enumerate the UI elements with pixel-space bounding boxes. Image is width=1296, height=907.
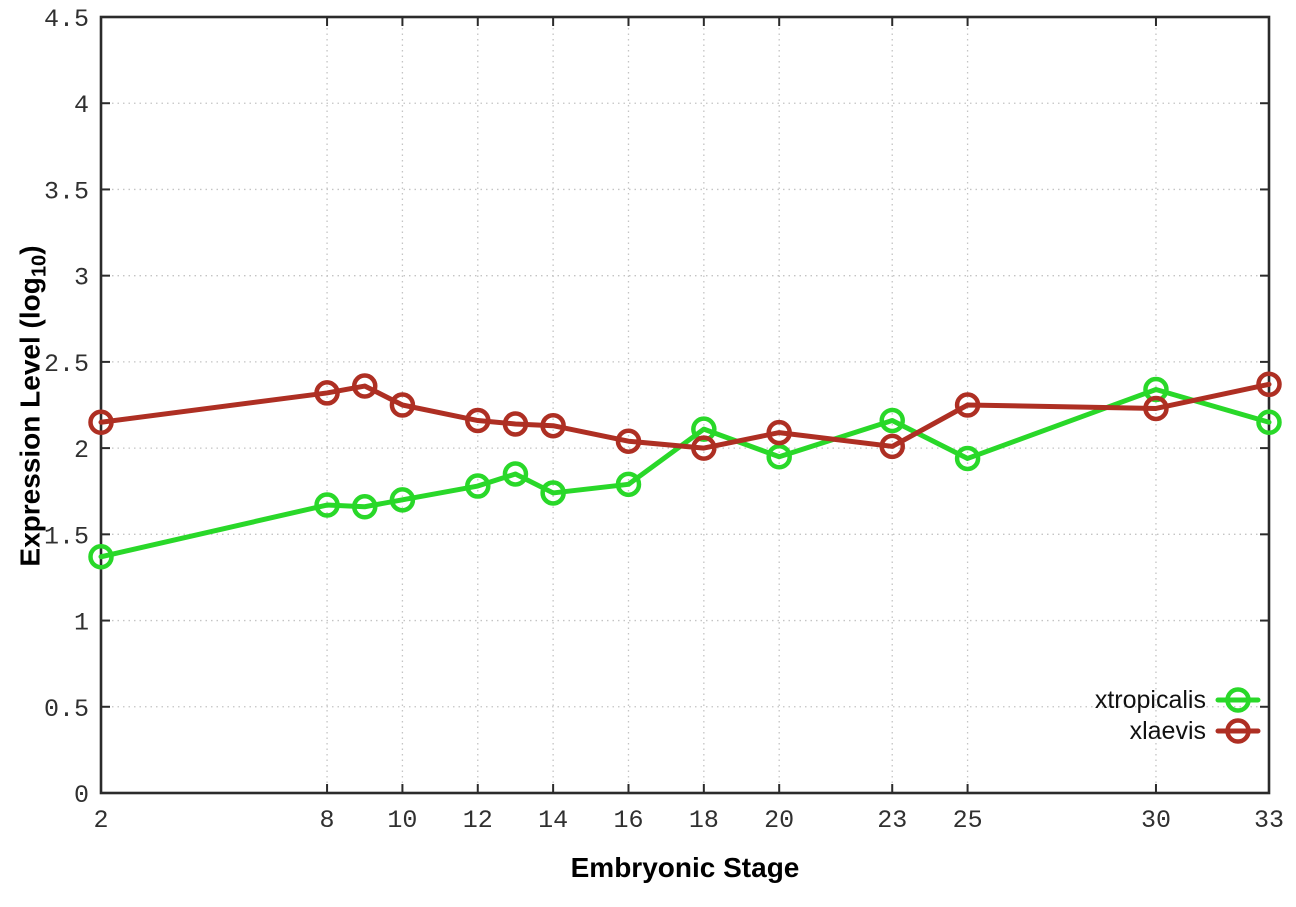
x-tick-label: 30 — [1141, 806, 1171, 835]
x-tick-label: 14 — [538, 806, 568, 835]
x-tick-label: 25 — [953, 806, 983, 835]
legend-label-xlaevis: xlaevis — [1130, 717, 1206, 745]
x-tick-label: 18 — [689, 806, 719, 835]
x-tick-label: 2 — [93, 806, 108, 835]
x-tick-label: 23 — [877, 806, 907, 835]
plot-border — [99, 15, 1271, 795]
y-tick-label: 4 — [74, 91, 89, 120]
x-axis-ticks — [100, 17, 1270, 793]
y-tick-label: 0 — [74, 781, 89, 810]
y-tick-label: 3.5 — [44, 177, 89, 206]
y-axis-title-subscript: 10 — [28, 254, 51, 278]
y-tick-label: 3 — [74, 264, 89, 293]
x-tick-label: 10 — [387, 806, 417, 835]
y-tick-labels: 0 0.5 1 1.5 2 2.5 3 3.5 4 4.5 — [44, 5, 89, 810]
data-point-xlaevis — [766, 419, 792, 446]
series-line-xlaevis — [98, 381, 1272, 451]
data-point-xlaevis — [502, 411, 529, 437]
data-point-xlaevis — [540, 412, 566, 439]
data-point-xlaevis — [954, 392, 981, 418]
legend-marker-sample — [1225, 718, 1251, 744]
x-tick-label: 16 — [613, 806, 643, 835]
data-point-xlaevis — [351, 373, 378, 399]
y-tick-label: 0.5 — [44, 695, 89, 724]
series-line-xtropicalis — [98, 386, 1272, 560]
data-point-xtropicalis — [88, 544, 114, 570]
series-xtropicalis — [88, 376, 1282, 570]
data-point-xtropicalis — [502, 461, 529, 487]
y-tick-label: 1 — [74, 609, 89, 638]
x-tick-labels: 2 8 10 12 14 16 18 20 23 25 30 33 — [93, 806, 1284, 835]
data-point-xlaevis — [1256, 371, 1282, 398]
legend-marker-sample — [1225, 687, 1251, 713]
data-point-xlaevis — [314, 380, 340, 406]
data-point-xtropicalis — [879, 407, 905, 434]
y-axis-title-text: Expression Level (log — [14, 277, 46, 567]
data-point-xtropicalis — [540, 480, 566, 506]
data-point-xtropicalis — [465, 473, 491, 499]
x-axis-title: Embryonic Stage — [570, 852, 800, 883]
x-tick-label: 8 — [320, 806, 335, 835]
data-point-xtropicalis — [615, 471, 642, 498]
data-point-xlaevis — [1143, 395, 1169, 422]
legend-label-xtropicalis: xtropicalis — [1095, 686, 1206, 714]
x-tick-label: 33 — [1254, 806, 1284, 835]
data-point-xtropicalis — [351, 493, 378, 520]
y-axis-title-close: ) — [14, 245, 46, 255]
y-tick-label: 2 — [74, 436, 89, 465]
y-tick-label: 2.5 — [44, 350, 89, 379]
data-point-xtropicalis — [954, 445, 981, 472]
legend: xtropicalis xlaevis — [1095, 686, 1261, 745]
data-point-xlaevis — [389, 392, 416, 418]
y-axis-title: Expression Level (log10) — [15, 245, 52, 566]
y-tick-label: 4.5 — [44, 5, 89, 34]
data-point-xlaevis — [88, 409, 114, 435]
x-tick-label: 12 — [463, 806, 493, 835]
data-point-xtropicalis — [314, 492, 340, 518]
series-xlaevis — [88, 371, 1282, 461]
data-point-xlaevis — [691, 435, 717, 461]
data-point-xtropicalis — [766, 443, 792, 470]
y-axis-ticks — [101, 16, 1269, 794]
data-point-xtropicalis — [1256, 409, 1282, 435]
data-point-xtropicalis — [389, 487, 416, 513]
y-tick-label: 1.5 — [44, 522, 89, 551]
data-point-xlaevis — [615, 428, 642, 454]
data-point-xlaevis — [465, 407, 491, 434]
x-tick-label: 20 — [764, 806, 794, 835]
data-point-xlaevis — [879, 433, 905, 460]
